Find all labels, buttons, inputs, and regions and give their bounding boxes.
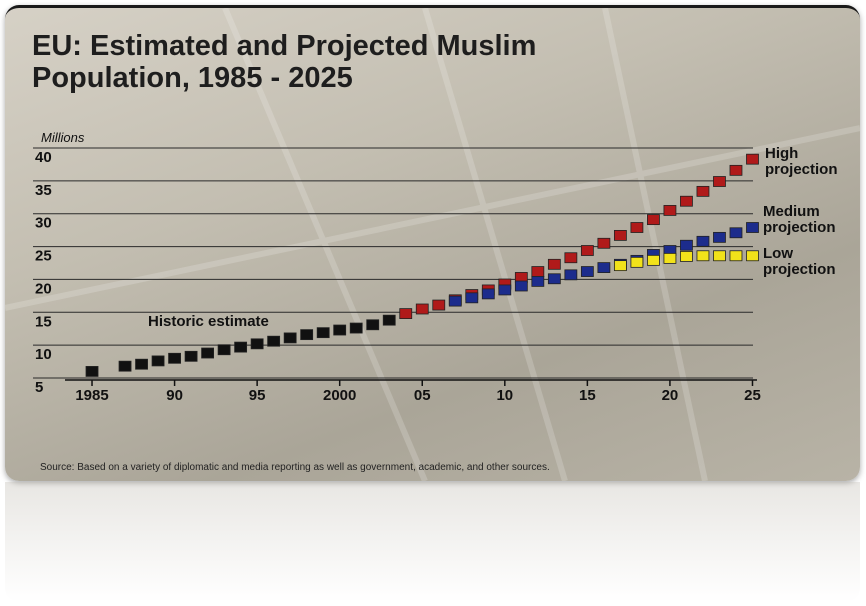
marker [713,176,726,187]
marker [333,324,347,336]
marker [580,245,594,256]
x-tick-label: 20 [662,387,679,404]
y-tick-label: 15 [35,313,52,330]
x-tick-label: 90 [166,387,183,404]
marker [250,338,264,350]
marker [630,222,644,233]
series-label: High projection [765,145,838,178]
marker [118,360,132,372]
marker [85,366,99,377]
marker [234,341,248,353]
marker [217,344,231,356]
marker [680,195,693,207]
background-decoration [5,8,860,481]
marker [580,266,594,277]
marker [316,327,330,339]
marker [135,358,148,370]
series-label: Low projection [763,245,836,278]
x-tick-label: 05 [414,387,431,404]
marker [465,292,479,304]
marker [746,153,759,165]
marker [729,227,743,239]
y-axis-label: Millions [41,130,85,145]
marker [448,295,462,307]
y-tick-label: 10 [35,346,52,363]
y-tick-label: 5 [35,379,43,396]
marker [729,250,743,262]
marker [382,314,396,326]
x-tick-label: 10 [496,387,513,404]
marker [647,214,660,226]
x-tick-label: 15 [579,387,596,404]
marker [597,262,611,274]
marker [531,266,545,277]
x-tick-label: 25 [744,387,761,404]
marker [415,303,429,315]
marker [564,252,578,264]
marker [151,355,165,367]
marker [647,254,660,266]
marker [746,222,759,233]
marker [663,205,677,216]
marker [432,299,446,311]
marker [300,329,314,341]
marker [696,235,710,247]
marker [184,350,198,362]
y-tick-label: 20 [35,280,52,297]
x-tick-label: 95 [249,387,266,404]
marker [547,258,561,270]
marker [547,273,561,285]
marker [201,347,215,359]
chart-card: 5 10 15 20 25 30 35 40 1985 90 95 2000 05 10 15 20 25 EU… [5,5,860,481]
marker [713,231,726,243]
marker [613,229,627,241]
marker [168,352,181,364]
marker [680,239,693,251]
source-note: Source: Based on a variety of diplomatic… [40,462,550,473]
marker [531,275,545,287]
marker [696,250,710,262]
marker [283,332,297,344]
marker [481,288,495,300]
reflection [5,482,860,602]
y-tick-label: 40 [35,149,52,166]
marker [267,335,281,347]
chart-title: EU: Estimated and Projected Muslim Popul… [32,30,537,94]
marker [349,322,363,334]
marker [366,319,380,331]
y-tick-label: 25 [35,248,52,265]
series-label: Historic estimate [148,313,269,330]
marker [713,250,726,262]
marker [729,164,743,176]
marker [498,284,512,296]
marker [514,280,528,292]
marker [613,260,627,272]
y-tick-label: 30 [35,215,52,232]
marker [696,185,710,197]
y-tick-label: 35 [35,182,52,199]
x-tick-label: 1985 [75,387,108,404]
marker [597,237,611,249]
marker [746,250,759,262]
chart: 5 10 15 20 25 30 35 40 1985 90 95 2000 05 10 15 20 25 [5,8,860,481]
marker [564,269,578,281]
marker [663,252,677,264]
marker [399,308,413,320]
series-label: Medium projection [763,203,836,236]
marker [630,256,644,268]
marker [680,251,693,262]
x-tick-label: 2000 [323,387,356,404]
